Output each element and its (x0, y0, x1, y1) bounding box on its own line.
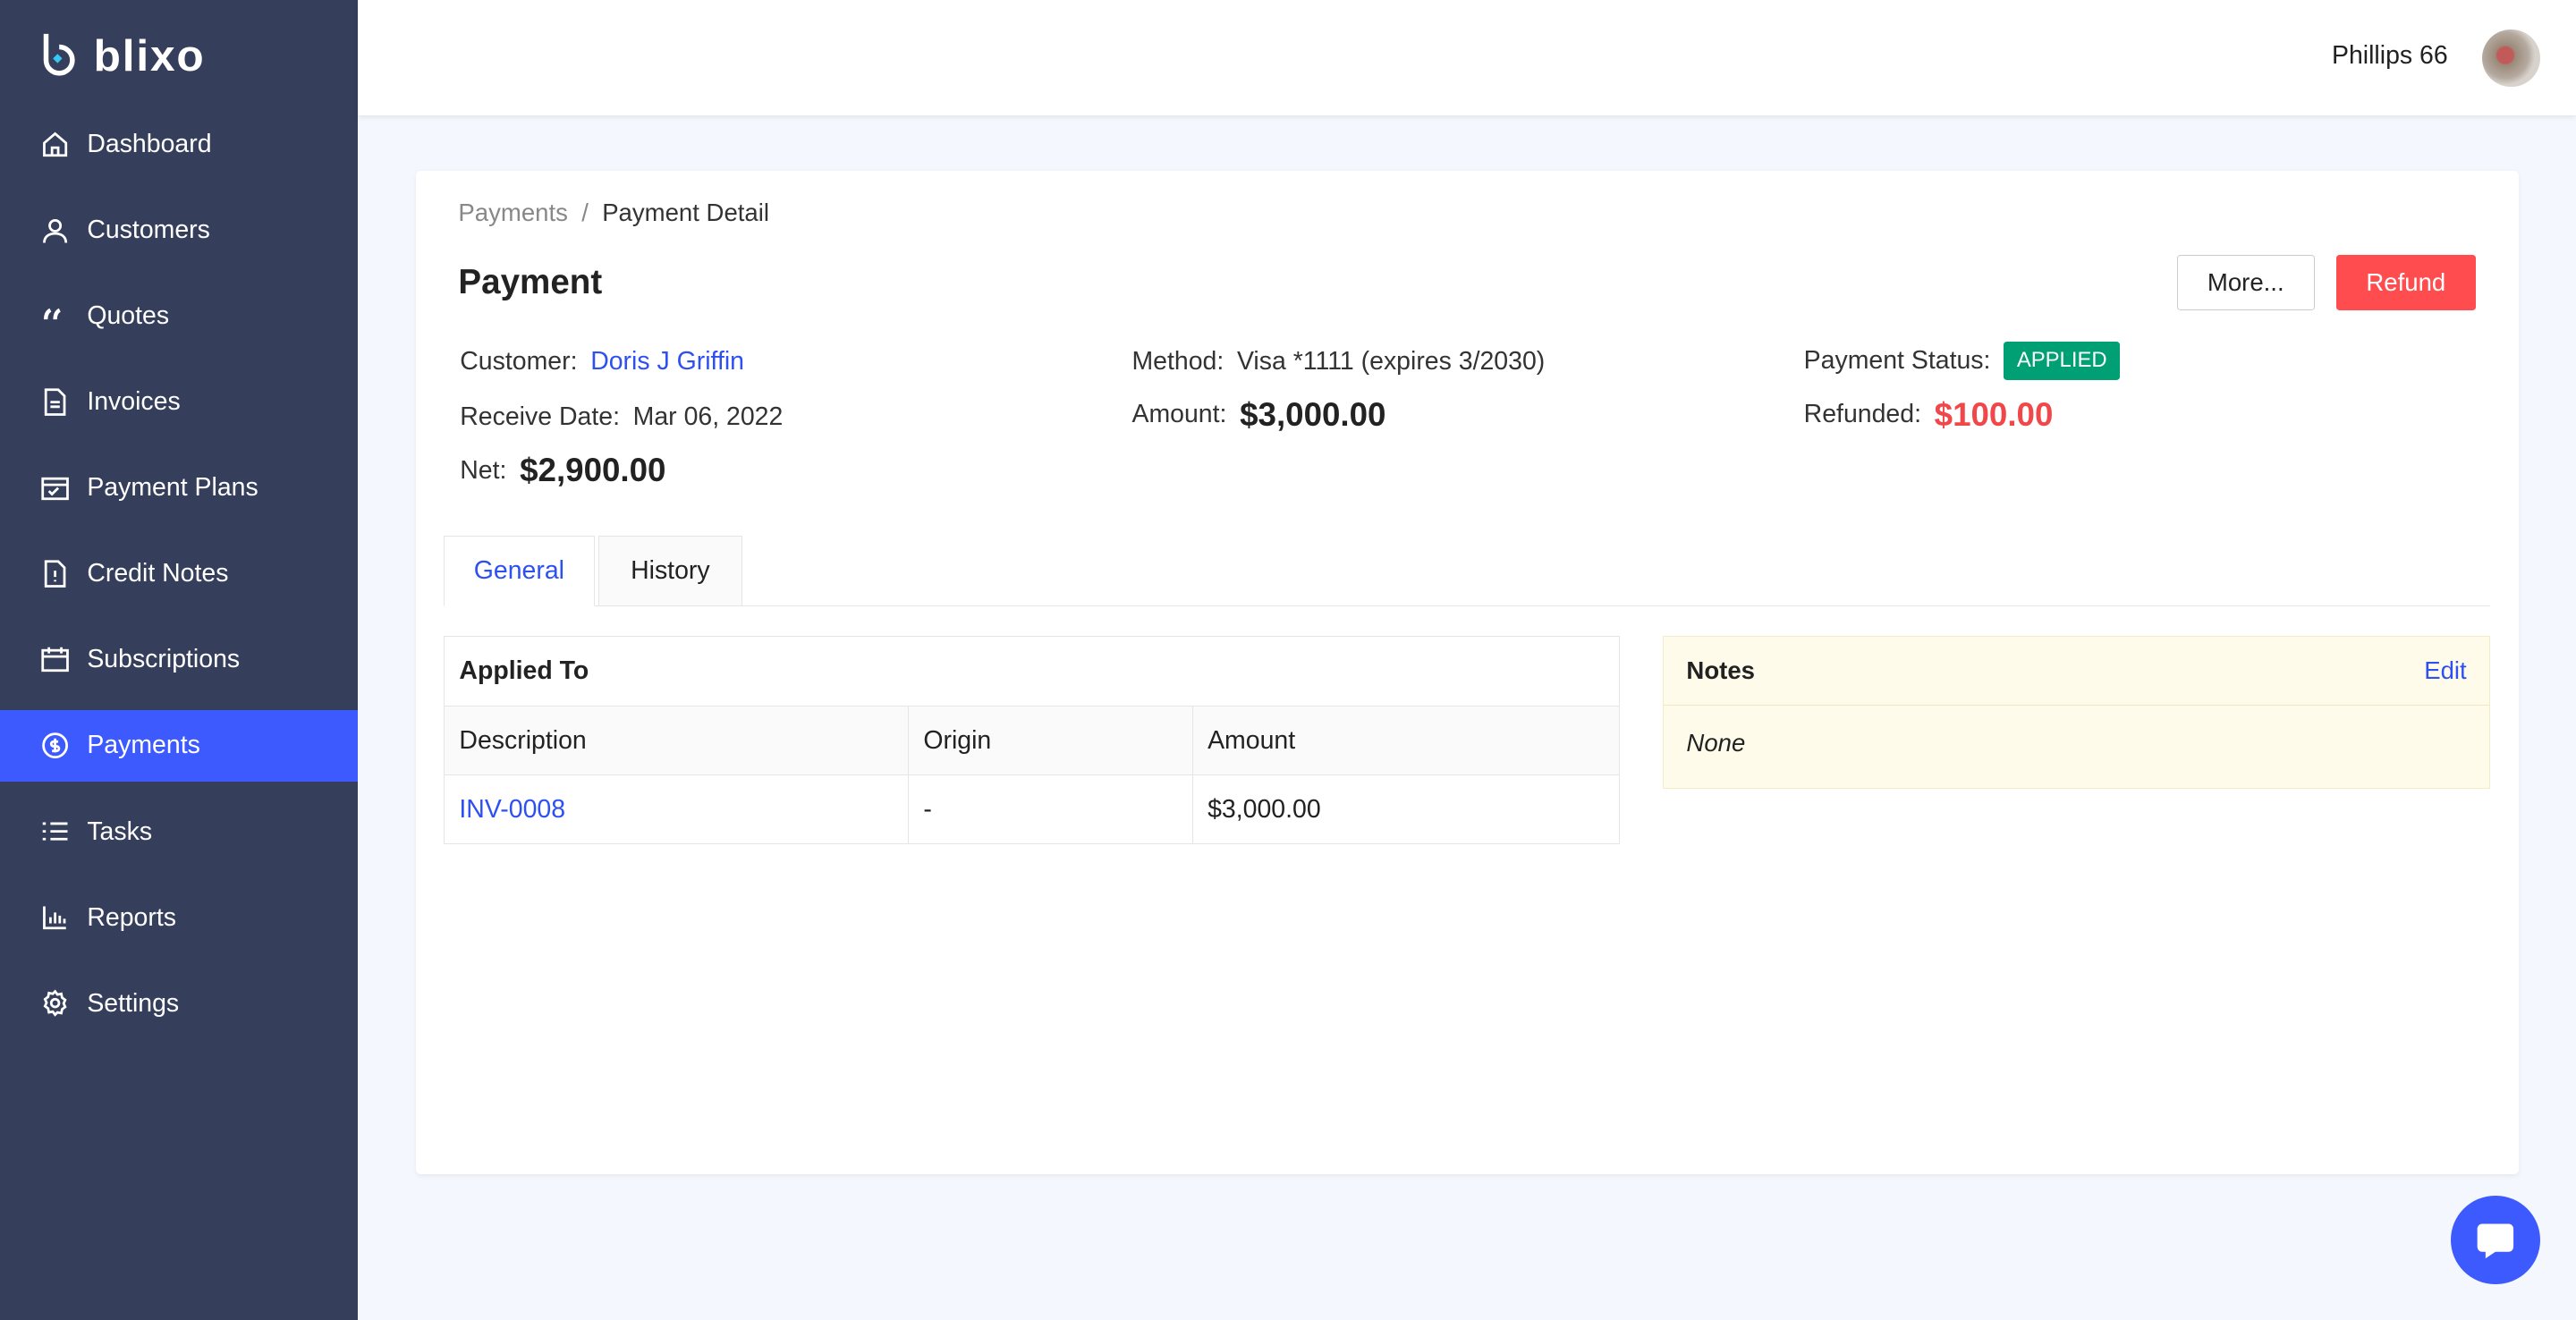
refund-button[interactable]: Refund (2335, 254, 2476, 311)
status-label: Payment Status (1803, 345, 1984, 375)
refunded-field: Refunded: $100.00 (1803, 395, 2054, 433)
tab-general[interactable]: General (443, 535, 595, 606)
more-button[interactable]: More... (2176, 254, 2315, 311)
avatar[interactable] (2482, 30, 2540, 88)
origin-cell: - (907, 775, 1192, 844)
net-label: Net (460, 455, 500, 485)
column-header-amount: Amount (1191, 706, 1619, 775)
sidebar-item-tasks[interactable]: Tasks (0, 796, 358, 868)
sidebar-item-quotes[interactable]: Quotes (0, 280, 358, 352)
sidebar-item-label: Quotes (87, 301, 170, 331)
breadcrumb-current: Payment Detail (602, 199, 769, 227)
sidebar-item-dashboard[interactable]: Dashboard (0, 108, 358, 181)
amount-label: Amount (1131, 400, 1220, 429)
list-icon (42, 822, 68, 842)
user-icon (42, 219, 68, 243)
receive-date-label: Receive Date (460, 402, 614, 431)
sidebar-item-label: Customers (87, 216, 210, 245)
amount-field: Amount: $3,000.00 (1131, 395, 1386, 433)
customer-link[interactable]: Doris J Griffin (590, 346, 744, 376)
bar-chart-icon (42, 906, 66, 930)
amount-value: $3,000.00 (1240, 395, 1386, 433)
logo-icon (43, 34, 75, 76)
method-field: Method: Visa *1111 (expires 3/2030) (1131, 346, 1546, 376)
breadcrumb: Payments / Payment Detail (458, 199, 769, 227)
customer-field: Customer: Doris J Griffin (460, 346, 744, 376)
dollar-circle-icon (42, 732, 68, 759)
method-label: Method (1131, 346, 1217, 376)
gear-icon (43, 989, 67, 1018)
calendar-check-icon (41, 478, 69, 501)
status-field: Payment Status: APPLIED (1804, 342, 2121, 380)
sidebar-item-label: Settings (87, 988, 180, 1018)
receive-date-value: Mar 06, 2022 (632, 402, 784, 431)
tab-history[interactable]: History (597, 535, 743, 606)
breadcrumb-payments[interactable]: Payments (458, 199, 568, 227)
column-header-description: Description (459, 725, 587, 755)
notes-edit-link[interactable]: Edit (2424, 656, 2467, 684)
method-value: Visa *1111 (expires 3/2030) (1236, 346, 1546, 376)
table-header: Description Origin Amount (444, 705, 1619, 775)
sidebar: blixo Dashboard Customers Quotes Invoices Pa… (0, 0, 359, 1320)
quote-icon (43, 308, 61, 320)
sidebar-item-payments[interactable]: Payments (0, 709, 359, 783)
receive-date-field: Receive Date: Mar 06, 2022 (460, 402, 784, 431)
applied-to-title: Applied To (459, 656, 589, 685)
column-header-origin: Origin (907, 706, 1192, 775)
sidebar-nav: Dashboard Customers Quotes Invoices Payment … (0, 108, 359, 1053)
notes-title: Notes (1686, 656, 1755, 684)
logo[interactable]: blixo (41, 30, 206, 81)
sidebar-item-label: Payment Plans (87, 473, 258, 503)
file-icon (44, 388, 66, 417)
status-badge: APPLIED (2004, 342, 2121, 380)
page-title: Payment (458, 262, 603, 301)
sidebar-item-invoices[interactable]: Invoices (0, 366, 358, 438)
sidebar-item-label: Invoices (87, 387, 181, 417)
credit-note-icon (44, 560, 66, 588)
sidebar-item-customers[interactable]: Customers (0, 194, 358, 267)
sidebar-item-label: Dashboard (87, 130, 212, 159)
chat-icon (2477, 1223, 2514, 1258)
calendar-icon (41, 647, 69, 673)
sidebar-item-label: Payments (87, 731, 200, 760)
invoice-link[interactable]: INV-0008 (459, 794, 566, 824)
sidebar-item-label: Credit Notes (87, 559, 229, 588)
sidebar-item-reports[interactable]: Reports (0, 882, 358, 954)
sidebar-item-credit-notes[interactable]: Credit Notes (0, 537, 358, 610)
table-row: INV-0008 - $3,000.00 (444, 774, 1619, 844)
home-icon (42, 131, 68, 157)
tabs: General History (443, 535, 2491, 606)
sidebar-item-payment-plans[interactable]: Payment Plans (0, 452, 358, 524)
notes-body: None (1686, 728, 1746, 757)
payment-card: Payments / Payment Detail Payment More..… (415, 171, 2519, 1175)
net-field: Net: $2,900.00 (460, 452, 666, 489)
amount-cell: $3,000.00 (1191, 775, 1619, 844)
sidebar-item-label: Subscriptions (87, 645, 241, 674)
top-header: Phillips 66 (358, 0, 2576, 115)
notes-panel: Notes Edit None (1662, 635, 2491, 789)
logo-text: blixo (93, 30, 206, 81)
refunded-value: $100.00 (1934, 395, 2054, 433)
user-name[interactable]: Phillips 66 (2331, 40, 2448, 70)
applied-to-table: Applied To Description Origin Amount INV… (443, 635, 1620, 845)
breadcrumb-separator: / (581, 199, 589, 227)
customer-label: Customer (460, 346, 571, 376)
refunded-label: Refunded (1803, 400, 1915, 429)
sidebar-item-label: Tasks (87, 817, 153, 846)
sidebar-item-subscriptions[interactable]: Subscriptions (0, 624, 358, 697)
applied-to-title-row: Applied To (445, 637, 1619, 706)
net-value: $2,900.00 (520, 452, 666, 489)
chat-button[interactable] (2451, 1196, 2540, 1285)
sidebar-item-settings[interactable]: Settings (0, 968, 358, 1040)
sidebar-item-label: Reports (87, 902, 176, 932)
